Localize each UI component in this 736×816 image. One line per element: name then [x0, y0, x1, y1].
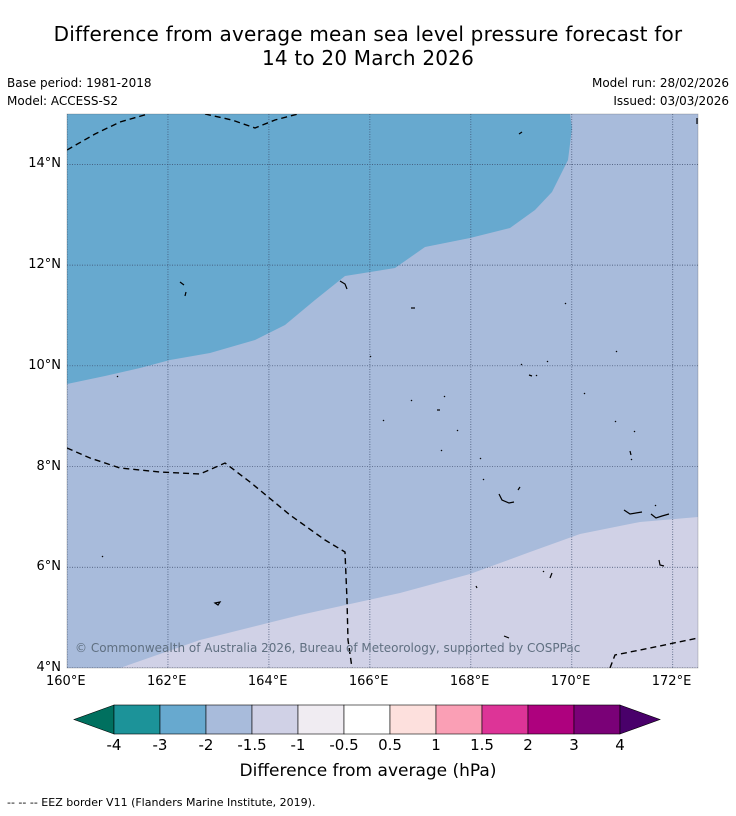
- colorbar-tick-label: 4: [615, 736, 625, 754]
- x-tick-label: 170°E: [550, 674, 591, 689]
- x-tick-label: 162°E: [146, 674, 187, 689]
- colorbar-tick-label: 0.5: [378, 736, 402, 754]
- colorbar-segment: [343, 704, 391, 735]
- colorbar-tick-label: -1.5: [237, 736, 267, 754]
- title-line-1: Difference from average mean sea level p…: [53, 22, 683, 46]
- anomaly-region-high: [67, 517, 698, 668]
- y-tick-label: 8°N: [36, 458, 62, 474]
- map-frame: [66, 113, 699, 669]
- y-tick-label: 4°N: [36, 660, 62, 675]
- colorbar-tick-label: 2: [523, 736, 533, 754]
- colorbar-tick-label: -3: [152, 736, 168, 754]
- issued-label: Issued: 03/03/2026: [613, 94, 729, 108]
- meta-right: Model run: 28/02/2026 Issued: 03/03/2026: [592, 74, 729, 110]
- colorbar-segment: [573, 704, 621, 735]
- colorbar-segment: [481, 704, 529, 735]
- map-area: [67, 114, 698, 668]
- colorbar-tick-label: -0.5: [329, 736, 359, 754]
- x-tick-label: 172°E: [651, 674, 692, 689]
- title-line-2: 14 to 20 March 2026: [261, 46, 475, 70]
- model-label: Model: ACCESS-S2: [7, 94, 119, 108]
- x-tick-label: 160°E: [46, 674, 86, 689]
- colorbar-tick-label: 3: [569, 736, 579, 754]
- y-tick-label: 12°N: [28, 257, 61, 273]
- base-period-label: Base period: 1981-2018: [7, 76, 152, 90]
- colorbar-segment: [205, 704, 253, 735]
- colorbar-extend-high: [619, 704, 661, 735]
- model-run-label: Model run: 28/02/2026: [591, 76, 729, 90]
- y-tick-label: 14°N: [28, 156, 61, 172]
- y-tick-label: 10°N: [28, 357, 61, 373]
- eez-legend-note: -- -- -- EEZ border V11 (Flanders Marine…: [7, 796, 316, 809]
- x-tick-label: 166°E: [348, 674, 389, 689]
- colorbar-extend-low: [73, 704, 115, 735]
- colorbar-tick-label: 1.5: [470, 736, 494, 754]
- colorbar-segment: [389, 704, 437, 735]
- colorbar-segment: [527, 704, 575, 735]
- graticule: [67, 114, 698, 668]
- colorbar: [73, 704, 661, 735]
- colorbar-title: Difference from average (hPa): [239, 761, 497, 781]
- copyright-notice: © Commonwealth of Australia 2026, Bureau…: [75, 641, 581, 655]
- colorbar-tick-label: 1: [431, 736, 441, 754]
- meta-left: Base period: 1981-2018 Model: ACCESS-S2: [7, 74, 152, 110]
- x-tick-label: 168°E: [449, 674, 490, 689]
- colorbar-tick-label: -1: [290, 736, 306, 754]
- colorbar-segment: [297, 704, 345, 735]
- eez-border: [67, 114, 698, 668]
- colorbar-segment: [435, 704, 483, 735]
- colorbar-segment: [251, 704, 299, 735]
- colorbar-tick-label: -4: [106, 736, 122, 754]
- x-tick-label: 164°E: [247, 674, 288, 689]
- colorbar-segment: [113, 704, 161, 735]
- colorbar-segment: [159, 704, 207, 735]
- chart-title: Difference from average mean sea level p…: [0, 22, 736, 70]
- islands: [101, 118, 698, 639]
- y-tick-label: 6°N: [36, 559, 62, 575]
- colorbar-tick-label: -2: [198, 736, 214, 754]
- anomaly-region-low: [67, 114, 572, 384]
